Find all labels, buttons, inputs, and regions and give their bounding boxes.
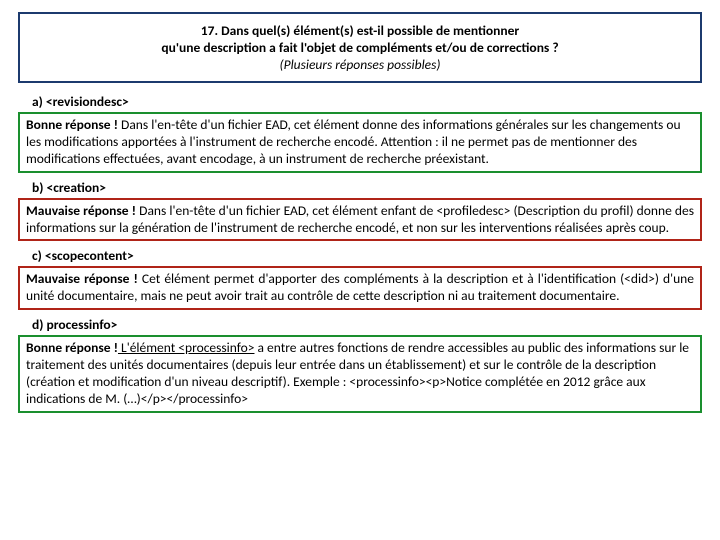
question-line-2: qu'une description a fait l'objet de com… bbox=[60, 39, 660, 56]
option-c-label: c) <scopecontent> bbox=[32, 247, 702, 264]
option-b-label: b) <creation> bbox=[32, 179, 702, 196]
option-c-answer: Mauvaise réponse ! Cet élément permet d'… bbox=[18, 266, 702, 310]
option-d-label: d) processinfo> bbox=[32, 316, 702, 333]
option-a-text: Dans l'en-tête d'un fichier EAD, cet élé… bbox=[26, 116, 681, 167]
option-a-answer: Bonne réponse ! Dans l'en-tête d'un fich… bbox=[18, 112, 702, 173]
question-box: 17. Dans quel(s) élément(s) est-il possi… bbox=[18, 12, 702, 83]
option-d-underlined: L'élément <processinfo> bbox=[118, 339, 254, 356]
option-a-lead: Bonne réponse ! bbox=[26, 116, 118, 133]
option-d-lead: Bonne réponse ! bbox=[26, 339, 118, 356]
option-a-label: a) <revisiondesc> bbox=[32, 93, 702, 110]
option-c-lead: Mauvaise réponse ! bbox=[26, 270, 138, 287]
option-b-answer: Mauvaise réponse ! Dans l'en-tête d'un f… bbox=[18, 198, 702, 242]
question-line-3: (Plusieurs réponses possibles) bbox=[60, 56, 660, 73]
question-line-1: 17. Dans quel(s) élément(s) est-il possi… bbox=[60, 22, 660, 39]
option-d-answer: Bonne réponse ! L'élément <processinfo> … bbox=[18, 335, 702, 413]
option-b-lead: Mauvaise réponse ! bbox=[26, 202, 136, 219]
